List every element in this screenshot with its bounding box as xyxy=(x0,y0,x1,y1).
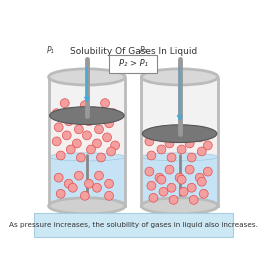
Circle shape xyxy=(185,139,194,148)
Circle shape xyxy=(54,123,63,132)
FancyBboxPatch shape xyxy=(109,55,158,73)
Circle shape xyxy=(159,187,168,196)
Text: P₂: P₂ xyxy=(140,46,147,55)
Circle shape xyxy=(187,153,196,162)
Circle shape xyxy=(95,171,103,180)
Circle shape xyxy=(147,181,156,190)
Ellipse shape xyxy=(141,198,218,214)
Circle shape xyxy=(203,141,212,150)
Ellipse shape xyxy=(49,153,125,161)
Bar xyxy=(141,157,218,206)
Ellipse shape xyxy=(142,125,217,143)
Circle shape xyxy=(187,183,196,192)
Circle shape xyxy=(93,139,101,148)
Text: As pressure increases, the solubility of gases in liquid also increases.: As pressure increases, the solubility of… xyxy=(9,222,258,228)
Circle shape xyxy=(165,165,174,174)
Circle shape xyxy=(167,183,176,192)
Circle shape xyxy=(70,111,79,120)
Bar xyxy=(141,77,218,206)
Circle shape xyxy=(157,145,166,154)
Circle shape xyxy=(90,111,99,120)
Circle shape xyxy=(155,131,164,140)
Circle shape xyxy=(105,179,114,188)
Circle shape xyxy=(84,179,93,188)
Bar xyxy=(49,157,125,206)
Circle shape xyxy=(62,131,71,140)
Circle shape xyxy=(74,171,83,180)
Circle shape xyxy=(54,173,63,182)
Circle shape xyxy=(56,151,65,160)
Circle shape xyxy=(177,145,186,154)
Circle shape xyxy=(185,165,194,174)
Circle shape xyxy=(72,139,81,148)
Circle shape xyxy=(109,109,118,118)
Circle shape xyxy=(197,147,206,156)
Bar xyxy=(141,134,218,157)
Circle shape xyxy=(105,191,114,200)
Circle shape xyxy=(179,187,188,196)
Circle shape xyxy=(64,179,73,188)
Circle shape xyxy=(101,99,109,108)
Text: P₂ > P₁: P₂ > P₁ xyxy=(119,59,148,68)
Circle shape xyxy=(76,153,85,162)
Circle shape xyxy=(93,183,101,192)
Circle shape xyxy=(64,117,73,126)
Circle shape xyxy=(80,191,89,200)
Circle shape xyxy=(82,131,91,140)
FancyBboxPatch shape xyxy=(34,213,233,237)
Circle shape xyxy=(169,195,178,204)
Bar xyxy=(49,77,125,206)
Circle shape xyxy=(195,133,204,142)
Circle shape xyxy=(177,175,186,184)
Circle shape xyxy=(84,117,93,126)
Circle shape xyxy=(80,101,89,109)
Circle shape xyxy=(103,133,112,142)
Circle shape xyxy=(52,109,61,118)
Circle shape xyxy=(195,173,204,182)
Text: Solubility Of Gases In Liquid: Solubility Of Gases In Liquid xyxy=(70,47,197,56)
Circle shape xyxy=(87,145,95,154)
Circle shape xyxy=(111,141,120,150)
Ellipse shape xyxy=(49,198,125,214)
Circle shape xyxy=(56,189,65,198)
Circle shape xyxy=(175,173,184,182)
Circle shape xyxy=(165,139,174,148)
Circle shape xyxy=(197,177,206,186)
Circle shape xyxy=(199,189,208,198)
Circle shape xyxy=(189,195,198,204)
Circle shape xyxy=(74,125,83,134)
Circle shape xyxy=(105,119,114,128)
Ellipse shape xyxy=(49,69,125,85)
Text: P₁: P₁ xyxy=(47,46,54,55)
Ellipse shape xyxy=(141,69,218,85)
Circle shape xyxy=(68,183,77,192)
Circle shape xyxy=(167,153,176,162)
Circle shape xyxy=(95,125,103,134)
Circle shape xyxy=(157,175,166,184)
Circle shape xyxy=(203,167,212,176)
Ellipse shape xyxy=(141,153,218,161)
Circle shape xyxy=(107,147,115,156)
Circle shape xyxy=(96,153,106,162)
Circle shape xyxy=(145,167,154,176)
Circle shape xyxy=(149,193,158,202)
Circle shape xyxy=(52,137,61,146)
Circle shape xyxy=(155,173,164,182)
Circle shape xyxy=(145,137,154,146)
Circle shape xyxy=(147,151,156,160)
Circle shape xyxy=(60,99,69,108)
Bar xyxy=(49,116,125,157)
Circle shape xyxy=(66,145,75,154)
Ellipse shape xyxy=(50,107,124,125)
Circle shape xyxy=(175,131,184,140)
